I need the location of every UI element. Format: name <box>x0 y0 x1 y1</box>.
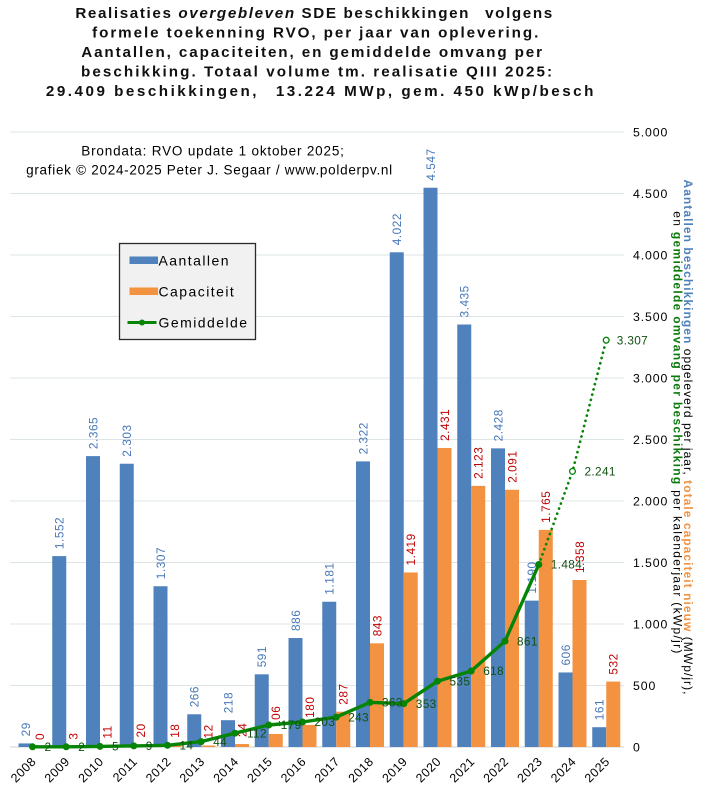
svg-text:Brondata: RVO update 1 oktober: Brondata: RVO update 1 oktober 2025; <box>81 144 344 159</box>
svg-text:363: 363 <box>382 696 403 710</box>
svg-text:112: 112 <box>247 726 267 740</box>
svg-text:1.000: 1.000 <box>633 617 668 631</box>
svg-text:606: 606 <box>559 644 573 665</box>
svg-text:3.307: 3.307 <box>617 333 648 347</box>
svg-text:beschikking. Totaal volume tm.: beschikking. Totaal volume tm. realisati… <box>81 64 554 81</box>
svg-text:3.435: 3.435 <box>457 285 471 317</box>
svg-text:4.500: 4.500 <box>633 187 668 201</box>
svg-text:203: 203 <box>315 715 336 729</box>
svg-text:886: 886 <box>289 610 303 631</box>
svg-text:161: 161 <box>592 699 606 720</box>
svg-text:4.547: 4.547 <box>424 148 438 180</box>
svg-text:2: 2 <box>45 740 52 754</box>
svg-text:287: 287 <box>336 683 350 704</box>
svg-text:4.000: 4.000 <box>633 248 668 262</box>
svg-text:1.307: 1.307 <box>154 547 168 579</box>
svg-text:591: 591 <box>255 646 269 667</box>
svg-text:618: 618 <box>483 664 504 678</box>
svg-text:218: 218 <box>221 692 235 713</box>
svg-text:4.022: 4.022 <box>390 213 404 245</box>
svg-text:353: 353 <box>416 697 437 711</box>
svg-text:2.091: 2.091 <box>505 451 519 483</box>
svg-text:243: 243 <box>348 710 369 724</box>
svg-text:0: 0 <box>33 733 47 740</box>
svg-text:20: 20 <box>134 723 148 737</box>
svg-text:Aantallen: Aantallen <box>159 253 230 269</box>
svg-text:2.500: 2.500 <box>633 433 668 447</box>
svg-text:861: 861 <box>517 634 538 648</box>
svg-text:532: 532 <box>606 653 620 674</box>
svg-text:2.322: 2.322 <box>356 422 370 454</box>
svg-text:1.552: 1.552 <box>52 517 66 549</box>
svg-text:2.431: 2.431 <box>438 409 452 441</box>
svg-text:44: 44 <box>213 735 227 749</box>
svg-text:266: 266 <box>187 686 201 707</box>
svg-text:0: 0 <box>633 740 641 754</box>
svg-text:11: 11 <box>100 725 114 738</box>
svg-text:2.000: 2.000 <box>633 494 668 508</box>
svg-text:5.000: 5.000 <box>633 125 668 139</box>
svg-text:Gemiddelde: Gemiddelde <box>159 315 249 331</box>
svg-text:29.409 beschikkingen, 13.224: 29.409 beschikkingen, 13.224 MWp, gem. 4… <box>46 83 596 100</box>
svg-text:3.500: 3.500 <box>633 310 668 324</box>
svg-text:29: 29 <box>19 722 33 736</box>
svg-text:Capaciteit: Capaciteit <box>159 284 236 300</box>
svg-text:843: 843 <box>370 615 384 636</box>
svg-text:500: 500 <box>633 679 656 693</box>
svg-text:535: 535 <box>450 674 471 688</box>
svg-text:1.181: 1.181 <box>322 562 336 594</box>
svg-text:2: 2 <box>78 740 85 754</box>
svg-text:2.303: 2.303 <box>120 424 134 456</box>
svg-text:formele toekenning RVO, per ja: formele toekenning RVO, per jaar van opl… <box>92 25 540 42</box>
svg-text:1.419: 1.419 <box>404 533 418 565</box>
svg-text:3.000: 3.000 <box>633 371 668 385</box>
svg-text:9: 9 <box>146 739 153 753</box>
svg-text:2.428: 2.428 <box>491 409 505 441</box>
svg-text:en gemiddelde omvang per besch: en gemiddelde omvang per beschikking per… <box>671 211 685 654</box>
svg-text:179: 179 <box>281 718 302 732</box>
svg-text:Aantallen, capaciteiten, en ge: Aantallen, capaciteiten, en gemiddelde o… <box>81 44 544 61</box>
svg-text:3: 3 <box>66 732 80 739</box>
svg-text:Realisaties overgebleven SDE b: Realisaties overgebleven SDE beschikking… <box>75 5 554 22</box>
svg-text:14: 14 <box>180 739 194 753</box>
svg-text:2.123: 2.123 <box>471 447 485 479</box>
svg-text:1.484: 1.484 <box>551 558 582 572</box>
svg-text:1.500: 1.500 <box>633 556 668 570</box>
svg-text:18: 18 <box>168 724 182 738</box>
svg-text:grafiek © 2024-2025 Peter J. S: grafiek © 2024-2025 Peter J. Segaar / ww… <box>26 163 393 178</box>
svg-text:5: 5 <box>112 740 119 754</box>
svg-text:1.765: 1.765 <box>539 491 553 523</box>
svg-text:2.365: 2.365 <box>86 417 100 449</box>
svg-text:2.241: 2.241 <box>585 465 616 479</box>
